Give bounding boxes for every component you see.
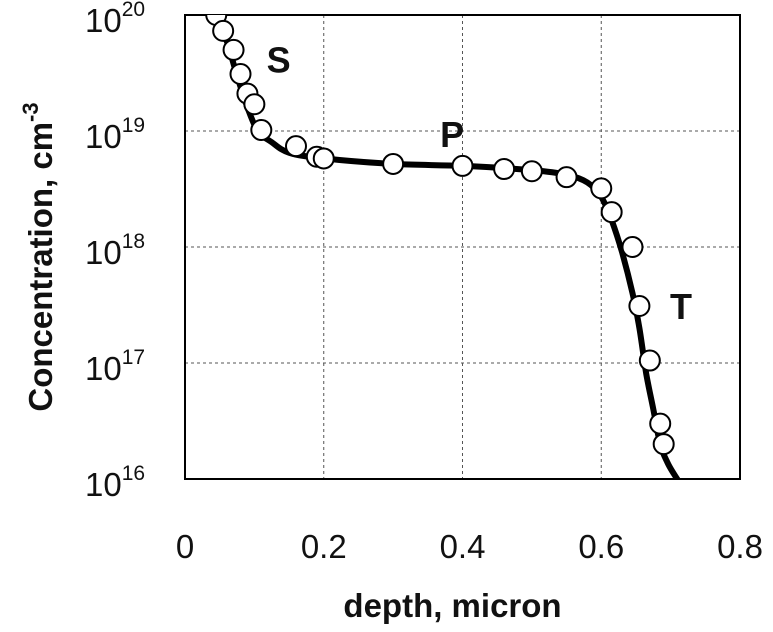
x-tick-label: 0.4 [440, 528, 486, 565]
y-tick-label: 1018 [85, 230, 145, 271]
data-point [243, 93, 266, 116]
data-point [312, 147, 335, 170]
y-tick-base: 10 [85, 118, 122, 155]
y-tick-base: 10 [85, 234, 122, 271]
region-labels: S P T [267, 39, 692, 326]
data-point [212, 19, 235, 42]
data-point [520, 160, 543, 183]
data-point [600, 201, 623, 224]
y-tick-base: 10 [85, 350, 122, 387]
region-label-p: P [440, 114, 464, 155]
data-point [652, 433, 675, 456]
y-tick-exponent: 18 [122, 230, 145, 253]
plot-frame [184, 14, 741, 480]
data-markers [205, 15, 675, 456]
x-tick-label: 0.8 [717, 528, 763, 565]
y-tick-exponent: 17 [122, 346, 145, 369]
data-point [638, 349, 661, 372]
data-point [621, 236, 644, 258]
region-label-t: T [670, 286, 692, 327]
data-point [493, 158, 516, 181]
y-axis-title-exponent: -3 [18, 102, 43, 122]
y-axis-title: Concentration, cm-3 [18, 102, 59, 411]
x-axis-ticks: 0 0.2 0.4 0.6 0.8 [176, 528, 763, 565]
y-tick-exponent: 19 [122, 114, 145, 137]
data-point [222, 38, 245, 61]
y-tick-label: 1016 [85, 462, 145, 503]
x-tick-label: 0 [176, 528, 194, 565]
data-point [555, 166, 578, 189]
x-tick-label: 0.2 [301, 528, 347, 565]
grid [185, 15, 740, 479]
data-point [590, 177, 613, 200]
data-point [285, 135, 307, 158]
x-tick-label: 0.6 [578, 528, 624, 565]
y-tick-label: 1020 [85, 0, 145, 39]
fit-curve [213, 15, 681, 479]
y-tick-label: 1017 [85, 346, 145, 387]
y-tick-base: 10 [85, 2, 122, 39]
y-tick-base: 10 [85, 466, 122, 503]
data-point [229, 63, 252, 86]
y-axis-title-text: Concentration, cm [22, 122, 59, 412]
data-point [382, 152, 405, 175]
data-point [250, 119, 273, 142]
data-point [628, 295, 651, 318]
data-point [649, 412, 672, 435]
data-point [451, 154, 474, 177]
y-tick-exponent: 20 [122, 0, 145, 21]
region-label-s: S [267, 39, 291, 80]
y-tick-exponent: 16 [122, 462, 145, 485]
x-axis-title: depth, micron [343, 587, 561, 624]
y-tick-label: 1019 [85, 114, 145, 155]
